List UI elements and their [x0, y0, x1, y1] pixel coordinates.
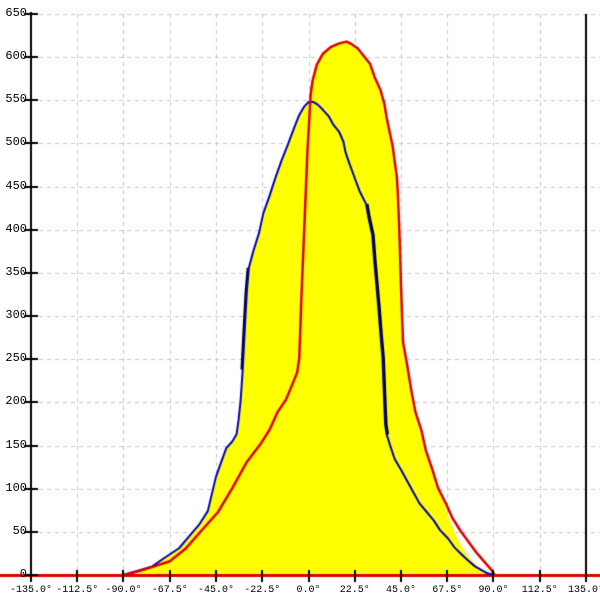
y-axis-tick-label: 50 [12, 523, 27, 538]
x-axis-tick-label: 22.5° [339, 585, 370, 596]
y-axis-tick-label: 150 [5, 437, 27, 452]
x-axis-tick-label: 135.0° [567, 585, 600, 596]
x-axis-tick-label: 90.0° [478, 585, 509, 596]
x-axis-tick-label: 112.5° [521, 585, 558, 596]
y-axis-tick-label: 600 [5, 49, 27, 64]
x-axis-tick-label: 45.0° [385, 585, 416, 596]
x-axis-tick-label: -112.5° [56, 585, 99, 596]
y-axis-tick-label: 200 [5, 394, 27, 409]
y-axis-tick-label: 300 [5, 308, 27, 323]
y-axis-tick-label: 550 [5, 92, 27, 107]
y-axis-tick-label: 0 [19, 567, 27, 581]
y-axis-tick-label: 650 [5, 6, 27, 20]
x-axis-tick-label: -22.5° [244, 585, 281, 596]
y-axis-tick-label: 400 [5, 221, 27, 236]
y-axis-tick-label: 100 [5, 480, 27, 495]
y-axis-tick-label: 500 [5, 135, 27, 150]
x-axis-tick-label: 0.0° [296, 585, 321, 596]
x-axis-tick-label: 67.5° [432, 585, 463, 596]
y-axis-tick-label: 250 [5, 351, 27, 366]
x-axis-tick-label: -135.0° [9, 585, 52, 596]
y-axis-tick-label: 450 [5, 178, 27, 193]
x-axis-tick-label: -90.0° [105, 585, 142, 596]
y-axis-tick-label: 350 [5, 264, 27, 279]
x-axis-tick-label: -45.0° [197, 585, 234, 596]
x-axis-tick-label: -67.5° [151, 585, 188, 596]
